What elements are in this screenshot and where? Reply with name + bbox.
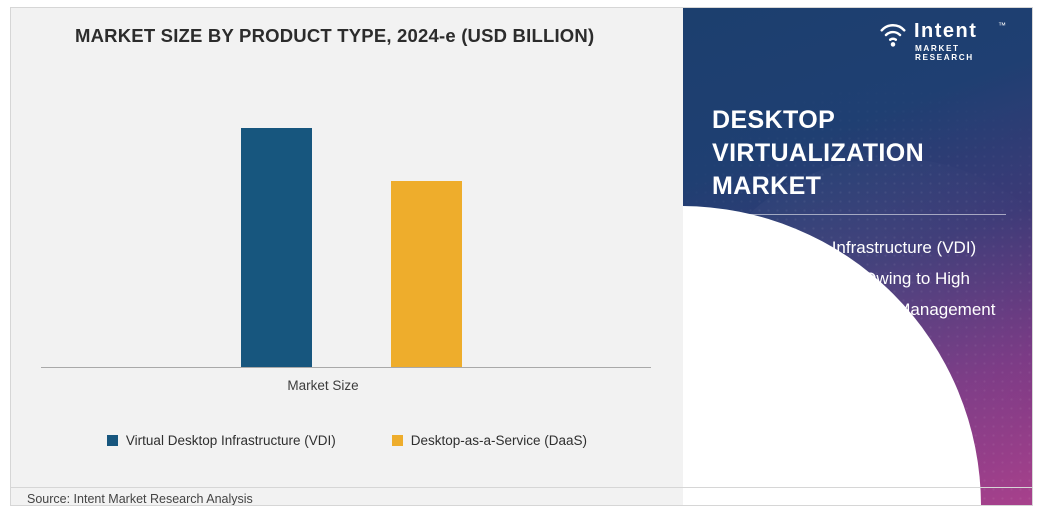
logo-subtitle: MARKET RESEARCH [915, 44, 974, 62]
report-subtitle: Virtual Desktop Infrastructure (VDI) Seg… [712, 238, 996, 319]
bar-vdi[interactable] [241, 128, 312, 368]
source-divider [11, 487, 1032, 505]
chart-title: MARKET SIZE BY PRODUCT TYPE, 2024-e (USD… [75, 25, 595, 46]
brand-logo[interactable]: Intent ™ MARKET RESEARCH [874, 18, 1014, 74]
signal-waves-icon [880, 24, 906, 47]
chart-legend: Virtual Desktop Infrastructure (VDI) Des… [11, 433, 683, 448]
bar-group [41, 83, 661, 368]
title-divider [712, 214, 1006, 215]
report-card: MARKET SIZE BY PRODUCT TYPE, 2024-e (USD… [10, 7, 1033, 506]
x-axis-category: Market Size [11, 378, 683, 393]
chart-panel: MARKET SIZE BY PRODUCT TYPE, 2024-e (USD… [11, 8, 683, 505]
legend-swatch-icon [391, 435, 403, 446]
legend-swatch-icon [106, 435, 118, 446]
legend-label-daas: Desktop-as-a-Service (DaaS) [410, 433, 588, 448]
logo-trademark: ™ [998, 21, 1006, 30]
report-title: DESKTOP VIRTUALIZATION MARKET [712, 106, 925, 200]
plot-area [41, 83, 661, 368]
title-panel: Intent ™ MARKET RESEARCH DESKTOP VIRTUAL… [683, 8, 1032, 505]
source-text: Source: Intent Market Research Analysis [27, 492, 253, 506]
x-axis-category-label: Market Size [287, 378, 359, 393]
legend-label-vdi: Virtual Desktop Infrastructure (VDI) [125, 433, 336, 448]
legend-item-vdi[interactable]: Virtual Desktop Infrastructure (VDI) [106, 433, 336, 448]
x-axis-line [41, 367, 651, 368]
legend-item-daas[interactable]: Desktop-as-a-Service (DaaS) [391, 433, 588, 448]
bar-daas[interactable] [391, 180, 462, 368]
logo-wordmark: Intent [914, 20, 978, 42]
